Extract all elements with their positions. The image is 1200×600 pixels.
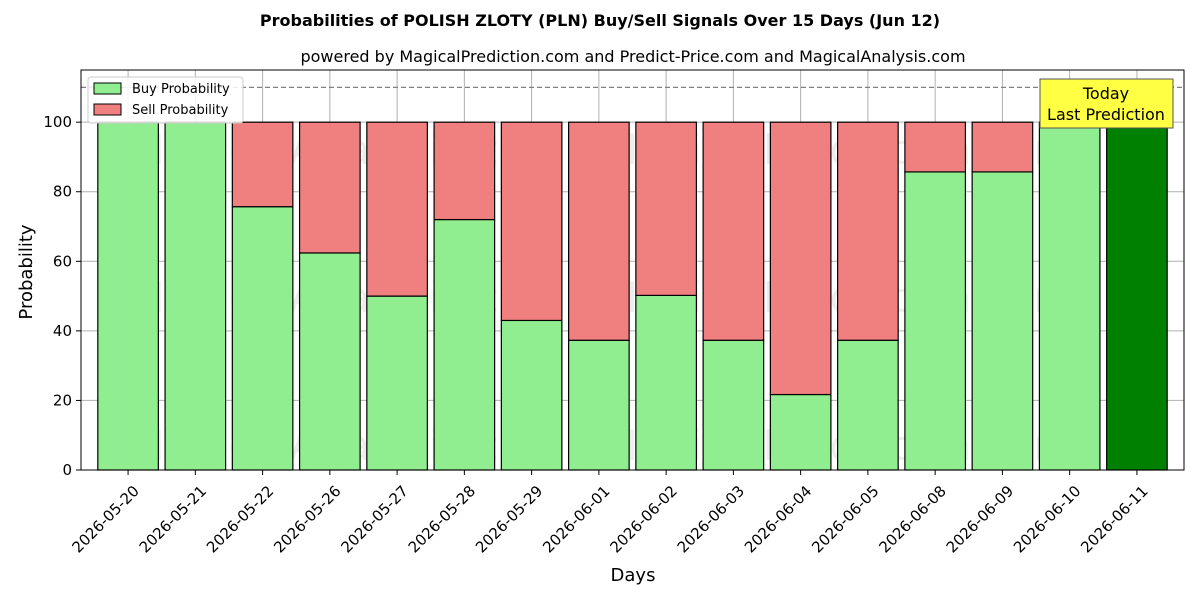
y-tick-label: 100 <box>43 113 72 131</box>
sell-bar <box>298 121 361 254</box>
sell-bar <box>904 121 967 173</box>
x-axis-label: Days <box>611 565 656 586</box>
buy-bar <box>231 206 294 471</box>
buy-bar <box>837 339 899 471</box>
legend-swatch <box>93 103 122 116</box>
buy-bar <box>635 294 697 471</box>
buy-bar <box>702 339 765 471</box>
buy-bar <box>97 121 159 471</box>
legend-label: Sell Probability <box>132 103 229 118</box>
bars <box>97 121 1168 471</box>
sell-bar <box>837 121 899 341</box>
buy-bar <box>1106 121 1168 471</box>
buy-bar <box>971 171 1034 471</box>
sell-bar <box>231 121 294 208</box>
y-tick-label: 60 <box>53 252 72 270</box>
annotation-box <box>1039 78 1174 129</box>
y-tick-label: 80 <box>53 183 72 201</box>
plot-frame <box>80 69 1185 471</box>
legend-label: Buy Probability <box>132 82 230 97</box>
sell-bar <box>366 121 428 297</box>
chart-title: Probabilities of POLISH ZLOTY (PLN) Buy/… <box>260 11 940 30</box>
today-annotation: Today Last Prediction <box>1039 78 1174 129</box>
chart-subtitle: powered by MagicalPrediction.com and Pre… <box>300 47 965 66</box>
buy-bar <box>769 393 832 471</box>
legend-box <box>87 76 244 124</box>
sell-bar <box>433 121 496 221</box>
sell-bar <box>702 121 765 341</box>
buy-bar <box>298 252 361 471</box>
sell-bar <box>971 121 1034 173</box>
y-tick-label: 20 <box>53 391 72 409</box>
annotation-line: Last Prediction <box>1047 105 1165 124</box>
y-axis-label: Probability <box>16 224 37 319</box>
buy-bar <box>1038 121 1101 471</box>
sell-bar <box>769 121 832 396</box>
sell-bar <box>500 121 563 322</box>
buy-bar <box>904 171 967 471</box>
buy-bar <box>500 319 563 471</box>
sell-bar <box>568 121 630 341</box>
buy-bar <box>164 121 227 471</box>
legend: Buy Probability Sell Probability <box>87 76 244 124</box>
buy-bar <box>433 218 496 471</box>
y-tick-label: 0 <box>62 461 72 479</box>
legend-swatch <box>93 82 122 95</box>
buy-bar <box>568 339 630 471</box>
y-tick-label: 40 <box>53 322 72 340</box>
buy-bar <box>366 295 428 471</box>
annotation-line: Today <box>1082 84 1129 103</box>
sell-bar <box>635 121 697 296</box>
